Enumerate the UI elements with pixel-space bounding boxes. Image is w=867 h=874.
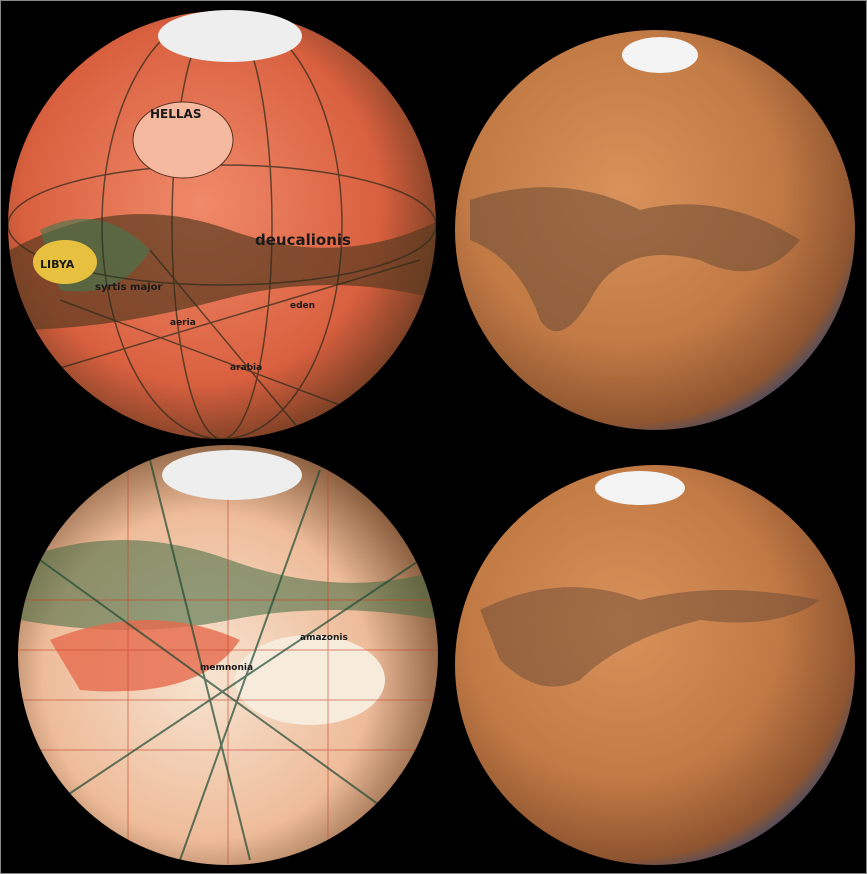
label: LIBYA <box>40 258 75 271</box>
label: amazonis <box>300 633 348 643</box>
label: deucalionis <box>255 231 351 249</box>
label: aeria <box>170 318 196 328</box>
mars-photo-bottom <box>455 465 855 865</box>
map-globe-bottom: memnonia amazonis <box>18 445 438 865</box>
mars-photo-top <box>455 30 855 430</box>
label: HELLAS <box>150 107 201 121</box>
label: eden <box>290 301 315 311</box>
label: memnonia <box>200 663 253 673</box>
label: arabia <box>230 363 262 373</box>
map-globe-top: HELLAS LIBYA deucalionis syrtis major ae… <box>8 10 436 439</box>
label: syrtis major <box>95 282 163 293</box>
